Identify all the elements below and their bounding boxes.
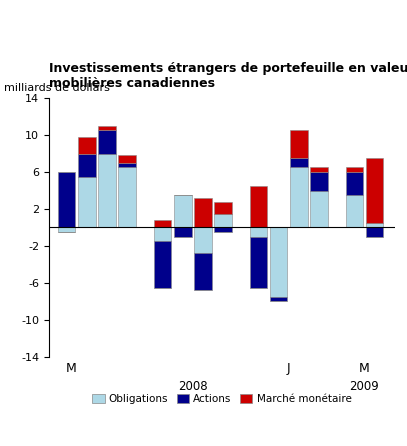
Bar [270, 227, 287, 297]
Bar [310, 167, 328, 172]
Text: Investissements étrangers de portefeuille en valeurs
mobilières canadiennes: Investissements étrangers de portefeuill… [49, 62, 407, 90]
Bar [290, 131, 308, 158]
Bar [346, 195, 363, 227]
Text: 2009: 2009 [350, 380, 379, 393]
Bar [98, 126, 116, 131]
Text: milliards de dollars: milliards de dollars [4, 83, 110, 93]
Bar [118, 167, 136, 227]
Bar [118, 155, 136, 163]
Bar [174, 227, 192, 237]
Bar [58, 172, 75, 227]
Bar [214, 227, 232, 232]
Bar [153, 241, 171, 288]
Text: 2008: 2008 [178, 380, 208, 393]
Bar [194, 253, 212, 290]
Bar [346, 167, 363, 172]
Bar [214, 214, 232, 227]
Bar [290, 167, 308, 227]
Bar [249, 237, 267, 288]
Bar [58, 227, 75, 232]
Bar [98, 153, 116, 227]
Bar [366, 223, 383, 227]
Bar [310, 190, 328, 227]
Bar [78, 153, 96, 177]
Bar [194, 198, 212, 227]
Bar [290, 158, 308, 167]
Bar [98, 131, 116, 153]
Bar [174, 195, 192, 227]
Legend: Obligations, Actions, Marché monétaire: Obligations, Actions, Marché monétaire [88, 390, 356, 409]
Bar [366, 227, 383, 237]
Bar [249, 186, 267, 227]
Bar [118, 163, 136, 167]
Bar [270, 297, 287, 301]
Bar [153, 220, 171, 227]
Bar [249, 227, 267, 237]
Bar [78, 137, 96, 153]
Bar [153, 227, 171, 241]
Bar [194, 227, 212, 253]
Bar [346, 172, 363, 195]
Bar [310, 172, 328, 190]
Bar [78, 177, 96, 227]
Bar [214, 202, 232, 214]
Bar [366, 158, 383, 223]
